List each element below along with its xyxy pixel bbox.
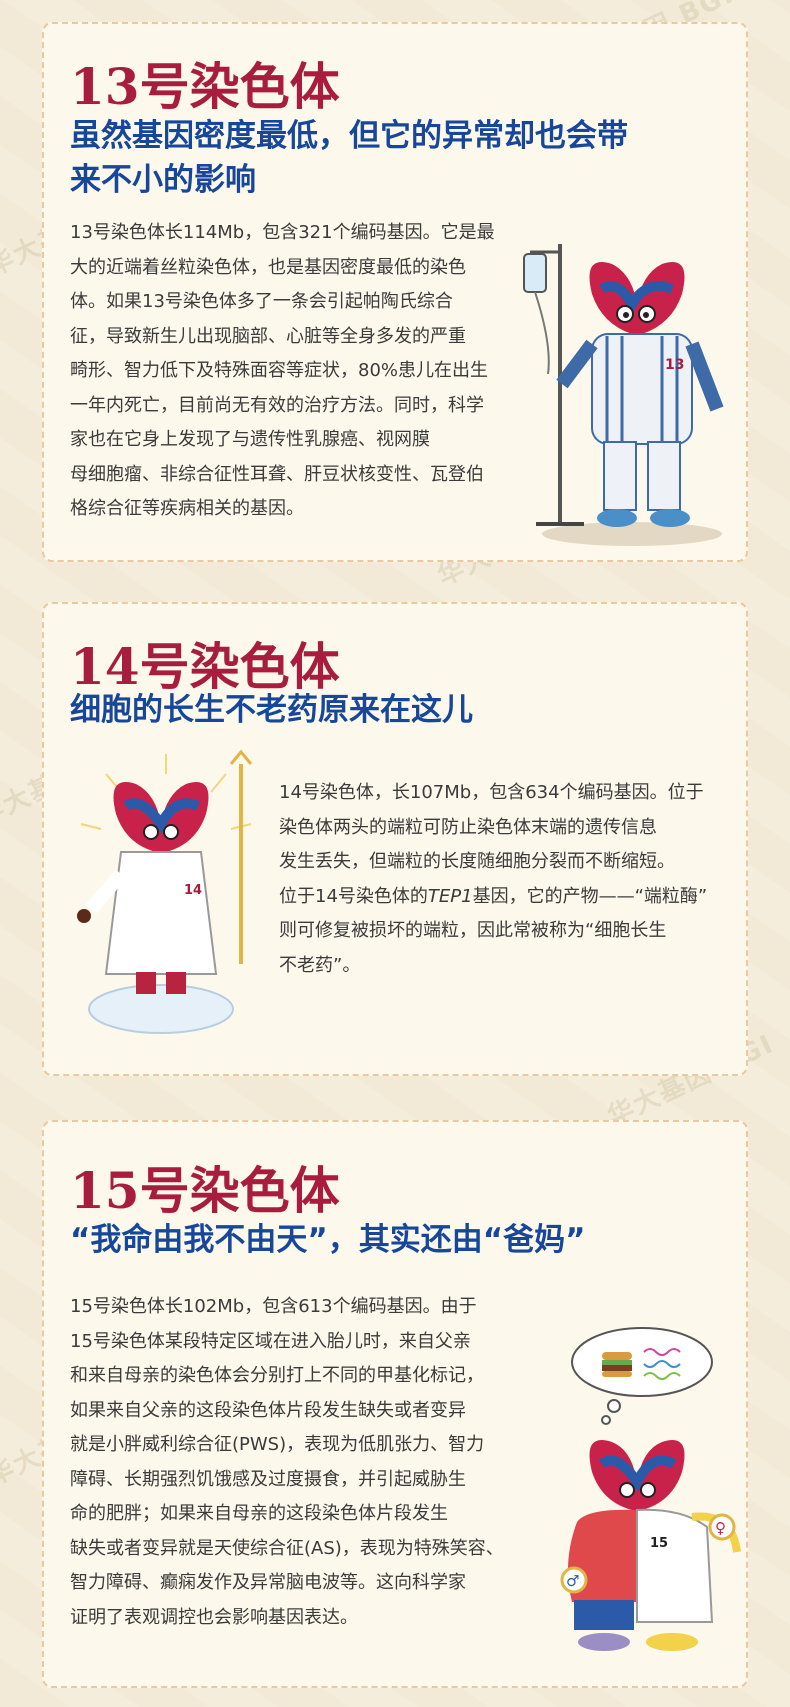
section-subtitle: 细胞的长生不老药原来在这儿 [70, 692, 473, 728]
badge-number: 15 [650, 1536, 668, 1551]
section-title: 14号染色体 [70, 637, 340, 696]
section-chromosome-15: 15号染色体 “我命由我不由天”，其实还由“爸妈” 15号染色体长102Mb，包… [42, 1120, 748, 1688]
male-symbol-icon: ♂ [566, 1572, 579, 1590]
section-title: 15号染色体 [70, 1161, 340, 1220]
badge-number: 13 [665, 357, 684, 373]
imprinting-chromosome-illustration: 15 ♂ ♀ [560, 1327, 741, 1651]
section-body: 15号染色体长102Mb，包含613个编码基因。由于 15号染色体某段特定区域在… [70, 1296, 504, 1628]
section-title: 13号染色体 [70, 57, 340, 116]
section-chromosome-13: 13号染色体 虽然基因密度最低，但它的异常却也会带 来不小的影响 13号染色体长… [42, 22, 748, 562]
female-symbol-icon: ♀ [715, 1519, 726, 1537]
section-subtitle: “我命由我不由天”，其实还由“爸妈” [70, 1222, 586, 1258]
section-body: 13号染色体长114Mb，包含321个编码基因。它是最 大的近端着丝粒染色体，也… [70, 222, 495, 519]
gene-name: TEP1 [427, 885, 473, 907]
immortal-chromosome-illustration: 14 [77, 749, 253, 1034]
section-subtitle: 虽然基因密度最低，但它的异常却也会带 来不小的影响 [70, 118, 628, 198]
section-chromosome-14: 14号染色体 细胞的长生不老药原来在这儿 14号染色体，长107Mb，包含634… [42, 602, 748, 1076]
patient-chromosome-illustration: 13 [523, 244, 724, 546]
badge-number: 14 [184, 883, 202, 898]
section-body: 14号染色体，长107Mb，包含634个编码基因。位于 染色体两头的端粒可防止染… [279, 782, 708, 976]
